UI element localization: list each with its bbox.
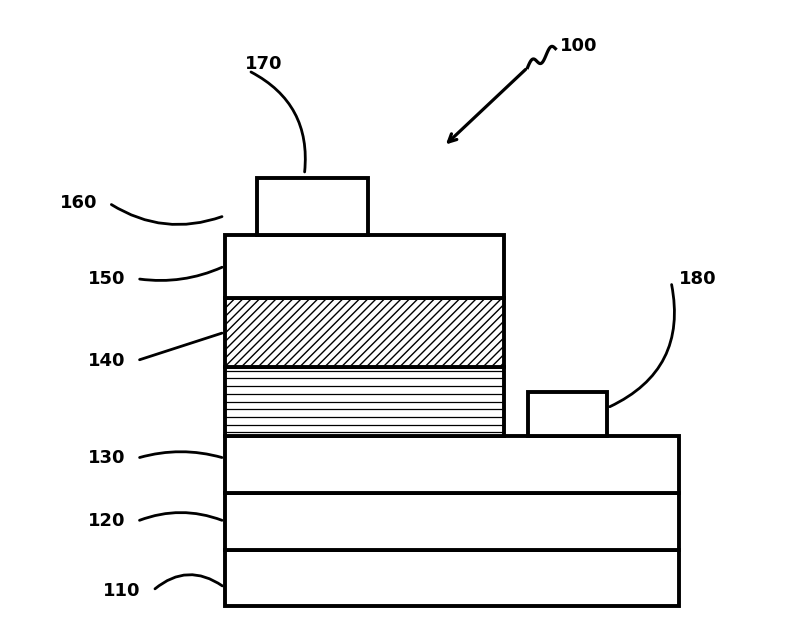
Bar bbox=[225, 367, 504, 436]
Bar bbox=[225, 298, 504, 367]
Bar bbox=[225, 436, 679, 493]
Text: 140: 140 bbox=[87, 351, 125, 370]
Text: 110: 110 bbox=[103, 582, 141, 599]
Text: 120: 120 bbox=[87, 512, 125, 530]
Text: 170: 170 bbox=[245, 56, 282, 73]
Bar bbox=[257, 178, 368, 235]
Bar bbox=[225, 235, 504, 298]
Bar bbox=[225, 493, 679, 549]
Text: 150: 150 bbox=[87, 270, 125, 287]
Bar bbox=[527, 392, 607, 436]
Text: 100: 100 bbox=[559, 37, 597, 54]
Text: 180: 180 bbox=[679, 270, 717, 287]
Bar bbox=[225, 549, 679, 606]
Text: 130: 130 bbox=[87, 449, 125, 467]
Text: 160: 160 bbox=[59, 194, 97, 212]
